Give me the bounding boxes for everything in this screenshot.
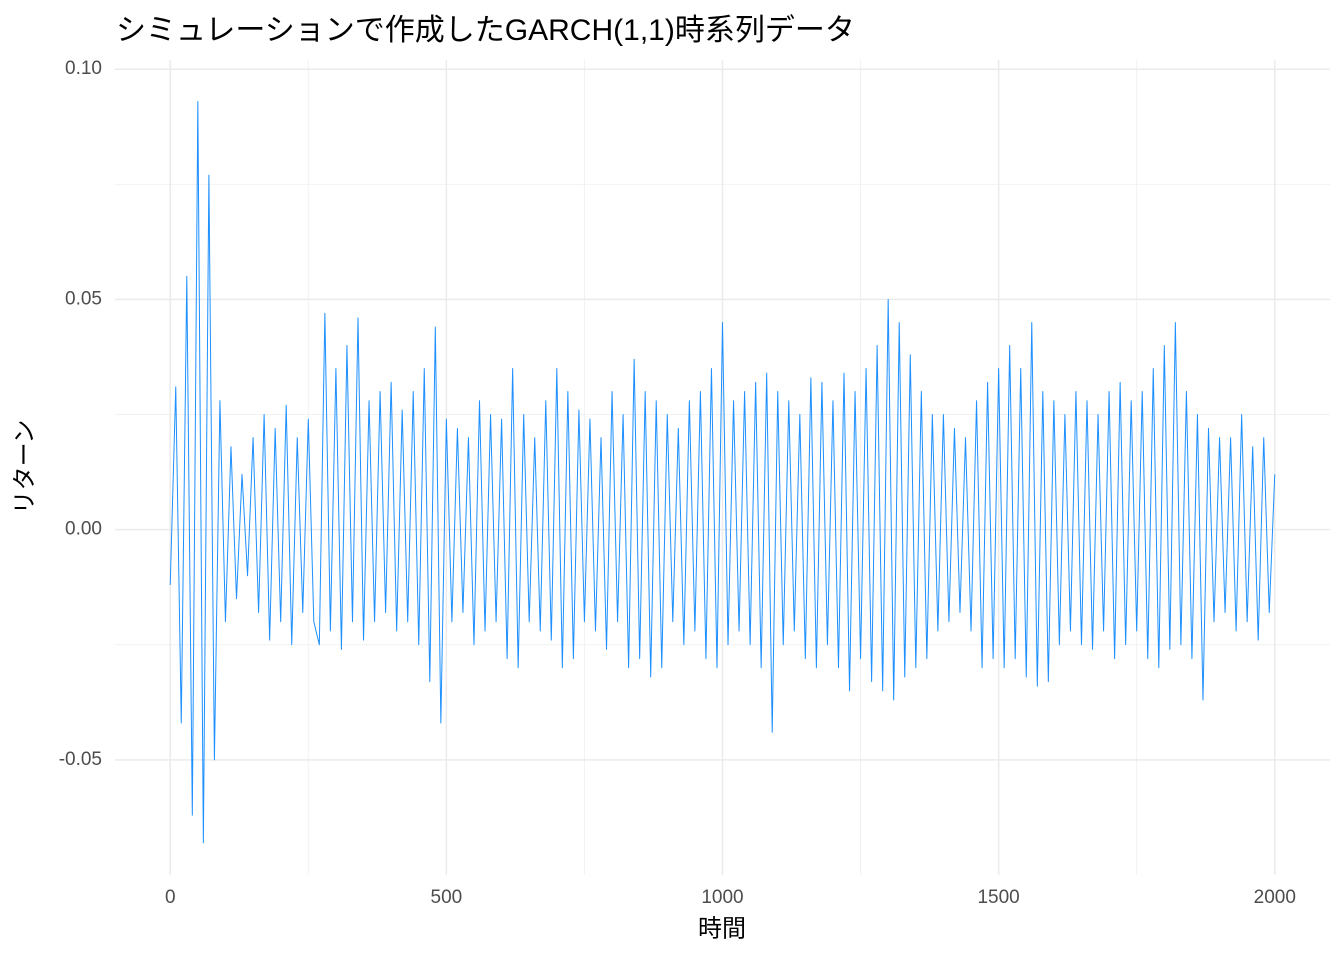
line (169, 100, 1276, 844)
y-tick-label: 0.00 (65, 519, 102, 540)
plot (169, 100, 1276, 844)
x-tick-label: 500 (431, 887, 463, 908)
x-tick-label: 2000 (1254, 887, 1296, 908)
grid (115, 60, 1330, 875)
x-tick-label: 0 (165, 887, 176, 908)
x-tick-label: 1500 (977, 887, 1019, 908)
x-axis-title: 時間 (698, 915, 746, 942)
chart-title: シミュレーションで作成したGARCH(1,1)時系列データ (116, 14, 855, 47)
y-tick-label: 0.05 (65, 288, 102, 309)
y-tick-label: 0.10 (65, 58, 102, 79)
x-tick-label: 1000 (701, 887, 743, 908)
y-axis-title: リターン (11, 420, 38, 515)
y-tick-label: -0.05 (59, 749, 102, 770)
